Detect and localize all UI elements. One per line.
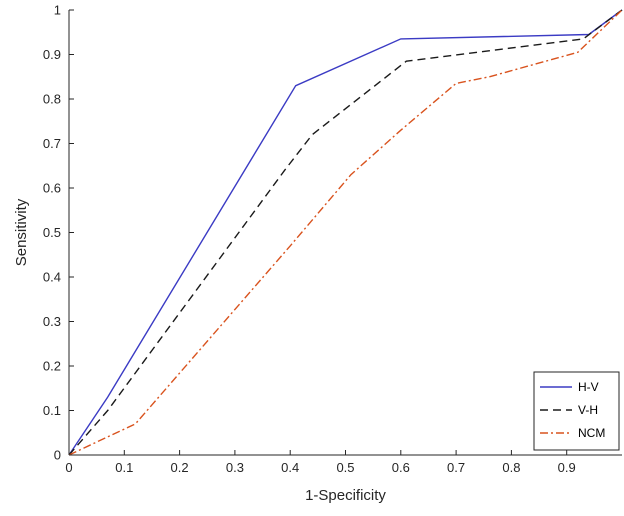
legend-label: H-V (578, 380, 599, 394)
y-tick-label: 0.4 (43, 270, 61, 285)
series-layer (69, 9, 623, 456)
y-tick-label: 0.3 (43, 314, 61, 329)
y-tick-label: 0.6 (43, 181, 61, 196)
y-tick-label: 0.8 (43, 92, 61, 107)
y-tick-label: 0.9 (43, 47, 61, 62)
x-tick-label: 0.6 (392, 460, 410, 475)
legend-label: V-H (578, 403, 598, 417)
series-line-v-h (69, 9, 623, 456)
y-tick-label: 0 (54, 448, 61, 463)
axis-layer: 0 0.1 0.2 0.3 0.4 0.5 0.6 0.7 0.8 0.9 0 0.1 0.2 0.3 0.… (43, 3, 622, 475)
x-tick-label: 0.1 (115, 460, 133, 475)
x-tick-label: 0.5 (336, 460, 354, 475)
legend-label: NCM (578, 426, 605, 440)
y-axis-title: Sensitivity (13, 198, 30, 266)
x-tick-label: 0.8 (502, 460, 520, 475)
x-tick-label: 0.7 (447, 460, 465, 475)
y-tick-label: 0.7 (43, 136, 61, 151)
series-line-ncm (69, 9, 623, 456)
legend: H-V V-H NCM (533, 371, 620, 451)
x-tick-label: 0.2 (171, 460, 189, 475)
y-tick-label: 0.1 (43, 403, 61, 418)
x-tick-label: 0.4 (281, 460, 299, 475)
x-tick-label: 0 (65, 460, 72, 475)
x-axis-title: 1-Specificity (305, 487, 386, 504)
plot-area (69, 10, 622, 455)
x-tick-label: 0.3 (226, 460, 244, 475)
plot-background (69, 10, 622, 455)
y-tick-label: 1 (54, 3, 61, 18)
series-line-h-v (69, 9, 623, 456)
y-tick-label: 0.5 (43, 225, 61, 240)
y-tick-label: 0.2 (43, 359, 61, 374)
legend-box (533, 371, 620, 451)
x-tick-label: 0.9 (558, 460, 576, 475)
